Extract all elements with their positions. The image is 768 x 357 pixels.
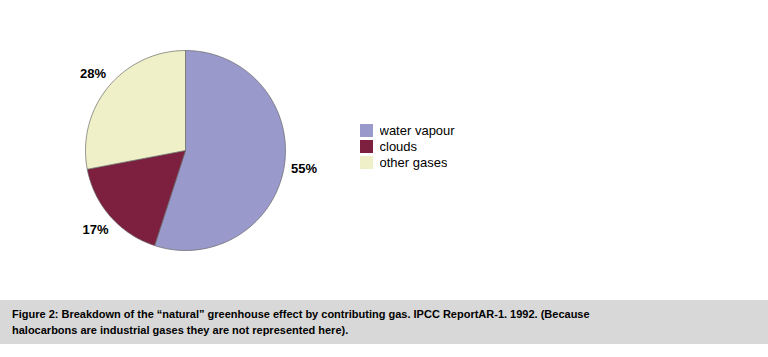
html-text:halocarbons are industrial gas: halocarbons are industrial gases they ar… [12, 324, 349, 336]
svg-text:28%: 28% [80, 66, 106, 81]
html-text:Figure 2: Breakdown of the “na: Figure 2: Breakdown of the “natural” gre… [12, 308, 590, 320]
svg-text:55%: 55% [291, 161, 317, 176]
html-text:clouds: clouds [379, 138, 418, 154]
html-text:other gases: other gases [379, 154, 448, 170]
svg-text:17%: 17% [82, 222, 108, 237]
html-text:water vapour: water vapour [379, 122, 455, 138]
